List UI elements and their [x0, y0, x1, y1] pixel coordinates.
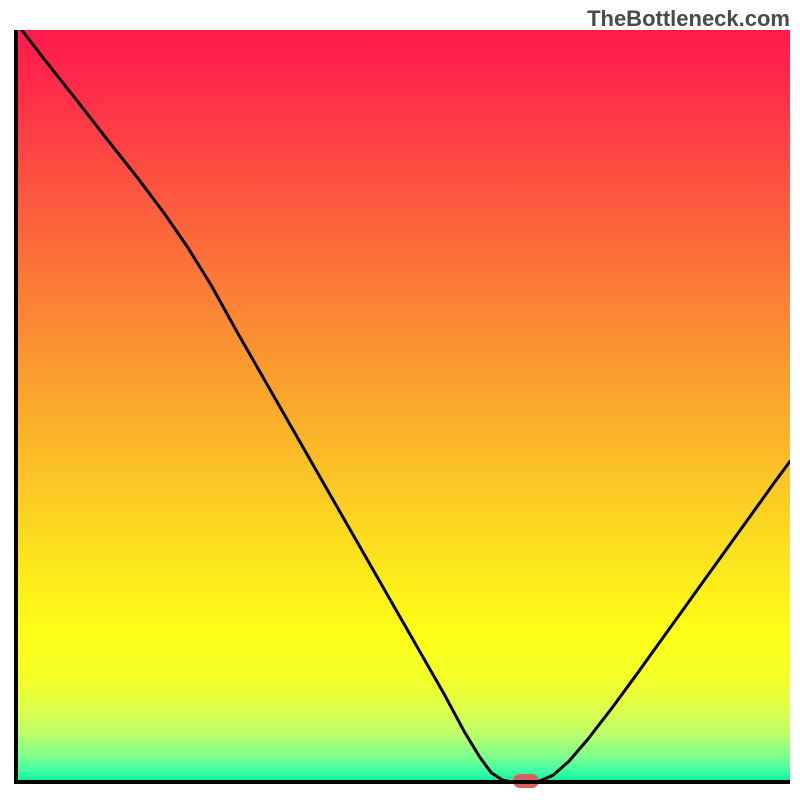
curve-layer — [14, 30, 790, 784]
x-axis-line — [14, 780, 790, 784]
bottleneck-curve — [22, 30, 790, 782]
plot-area — [14, 30, 790, 784]
watermark-text: TheBottleneck.com — [587, 6, 790, 32]
bottleneck-chart: TheBottleneck.com — [0, 0, 800, 800]
y-axis-line — [14, 30, 18, 784]
